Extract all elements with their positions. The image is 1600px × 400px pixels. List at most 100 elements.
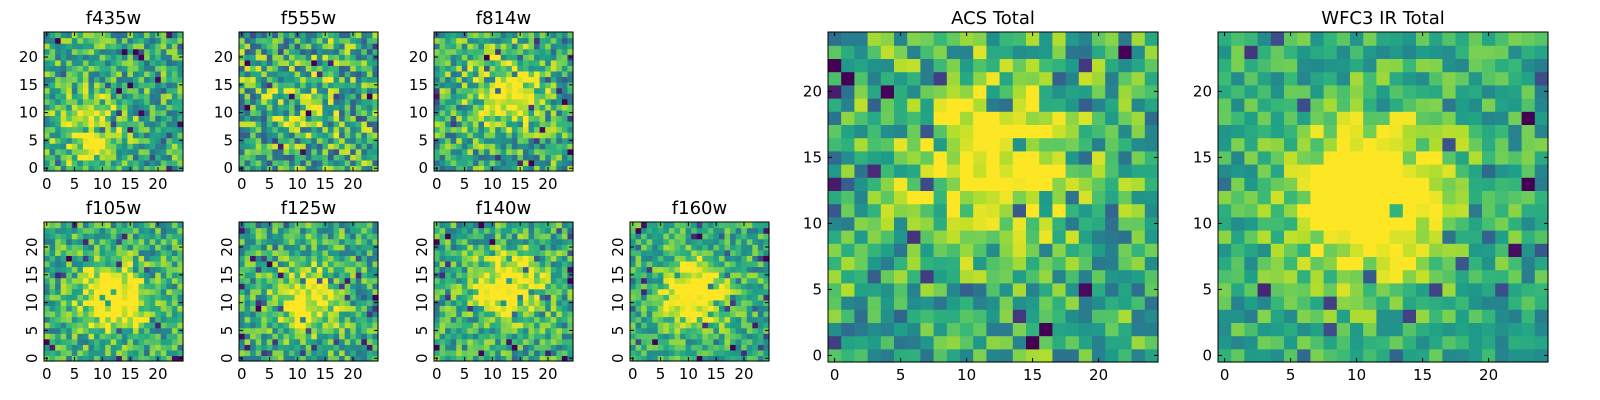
heatmap-cell — [646, 222, 653, 229]
heatmap-cell — [127, 272, 134, 279]
heatmap-cell — [467, 277, 474, 284]
heatmap-cell — [674, 260, 681, 268]
heatmap-cell — [121, 104, 128, 111]
heatmap-cell — [99, 227, 106, 234]
heatmap-cell — [361, 227, 368, 234]
heatmap-cell — [680, 222, 687, 229]
heatmap-cell — [489, 98, 496, 105]
heatmap-cell — [680, 305, 687, 312]
heatmap-cell — [445, 316, 452, 323]
heatmap-cell — [66, 109, 73, 116]
heatmap-cell — [561, 82, 569, 89]
heatmap-cell — [177, 43, 184, 50]
heatmap-cell — [567, 43, 574, 50]
heatmap-cell — [641, 222, 648, 229]
heatmap-cell — [144, 227, 151, 234]
heatmap-cell — [71, 310, 78, 318]
heatmap-cell — [283, 266, 290, 273]
heatmap-cell — [484, 227, 491, 234]
heatmap-cell — [696, 233, 703, 240]
heatmap-cell — [630, 277, 637, 284]
heatmap-cell — [763, 249, 770, 256]
heatmap-cell — [556, 222, 563, 229]
heatmap-cell — [239, 87, 246, 94]
heatmap-cell — [55, 255, 62, 262]
heatmap-cell — [539, 126, 546, 133]
heatmap-cell — [556, 132, 563, 139]
heatmap-cell — [668, 355, 676, 362]
heatmap-cell — [630, 288, 637, 295]
heatmap-cell — [506, 233, 513, 240]
heatmap-cell — [105, 132, 112, 139]
heatmap-cell — [489, 137, 496, 144]
heatmap-cell — [77, 87, 84, 94]
heatmap-cell — [316, 137, 323, 144]
heatmap-cell — [730, 272, 737, 279]
heatmap-cell — [920, 190, 935, 205]
panel-title: f140w — [476, 198, 531, 219]
heatmap-cell — [707, 344, 714, 351]
heatmap-cell — [239, 255, 246, 262]
heatmap-cell — [550, 132, 557, 139]
heatmap-cell — [305, 327, 312, 334]
heatmap-cell — [311, 338, 318, 345]
heatmap-cell — [674, 283, 681, 290]
heatmap-cell — [735, 305, 742, 312]
heatmap-cell — [322, 288, 329, 295]
heatmap-cell — [434, 70, 441, 78]
heatmap-cell — [741, 233, 748, 240]
heatmap-cell — [506, 120, 513, 128]
heatmap-cell — [350, 283, 357, 290]
heatmap-cell — [657, 316, 664, 323]
x-tick-label: 0 — [432, 365, 442, 383]
heatmap-cell — [986, 177, 1001, 191]
heatmap-cell — [495, 159, 502, 167]
heatmap-cell — [344, 43, 351, 50]
heatmap-cell — [696, 244, 703, 251]
heatmap-cell — [99, 283, 106, 290]
heatmap-cell — [94, 310, 101, 318]
heatmap-cell — [495, 349, 502, 357]
heatmap-cell — [522, 277, 530, 284]
heatmap-cell — [166, 255, 173, 262]
heatmap-cell — [333, 227, 340, 234]
heatmap-cell — [434, 43, 441, 50]
heatmap-cell — [339, 238, 346, 245]
heatmap-cell — [110, 255, 117, 262]
heatmap-cell — [550, 299, 557, 306]
heatmap-cell — [702, 344, 709, 351]
heatmap-cell — [478, 115, 485, 122]
heatmap-cell — [561, 148, 569, 155]
heatmap-cell — [44, 59, 51, 66]
heatmap-cell — [255, 37, 262, 44]
heatmap-cell — [305, 222, 312, 229]
heatmap-cell — [707, 283, 714, 290]
heatmap-cell — [327, 266, 335, 273]
heatmap-cell — [539, 76, 546, 83]
heatmap-cell — [316, 120, 323, 128]
heatmap-cell — [511, 349, 518, 357]
heatmap-cell — [311, 59, 318, 66]
heatmap-cell — [561, 115, 569, 122]
heatmap-cell — [556, 143, 563, 150]
heatmap-cell — [160, 120, 167, 128]
heatmap-cell — [261, 154, 268, 161]
heatmap-cell — [894, 230, 908, 244]
y-tick-label: 20 — [218, 237, 236, 256]
heatmap-cell — [239, 104, 246, 111]
heatmap-cell — [300, 294, 307, 301]
heatmap-cell — [166, 48, 173, 55]
heatmap-cell — [327, 87, 335, 94]
heatmap-cell — [361, 344, 368, 351]
heatmap-cell — [511, 222, 518, 229]
heatmap-cell — [550, 65, 557, 72]
heatmap-cell — [986, 230, 1001, 244]
heatmap-cell — [55, 54, 62, 61]
heatmap-cell — [55, 70, 62, 78]
heatmap-cell — [344, 233, 351, 240]
heatmap-cell — [999, 296, 1014, 310]
heatmap-cell — [1026, 322, 1040, 337]
heatmap-cell — [294, 299, 301, 306]
heatmap-cell — [160, 260, 167, 268]
heatmap-cell — [561, 98, 569, 105]
